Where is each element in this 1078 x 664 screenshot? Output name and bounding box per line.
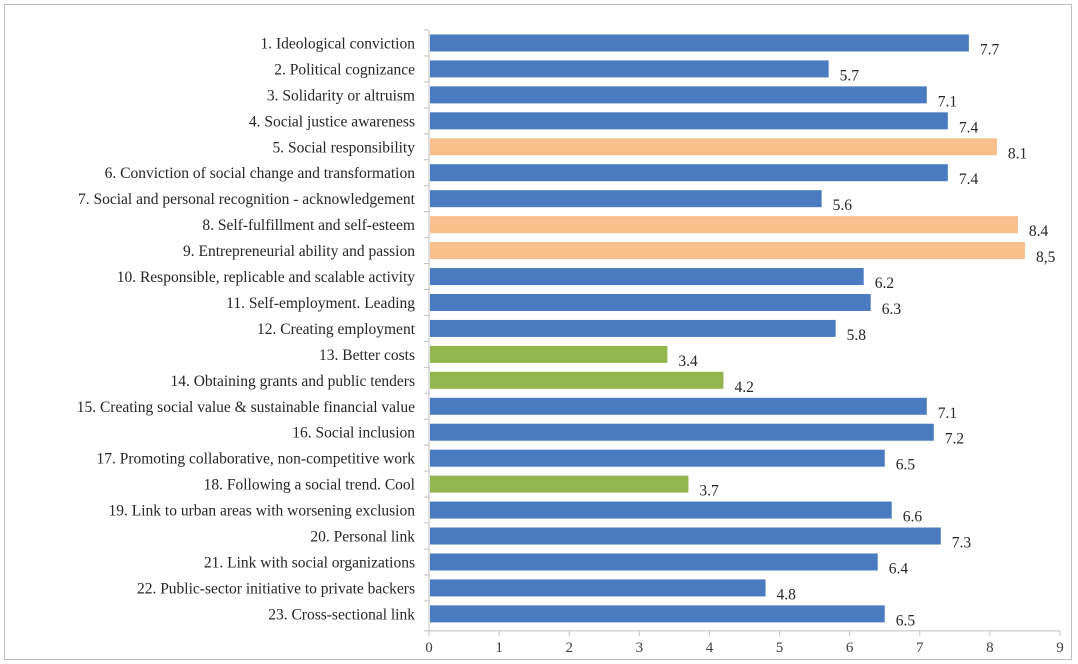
data-label: 6.4 [889, 560, 909, 577]
category-label: 14. Obtaining grants and public tenders [170, 373, 415, 390]
data-label: 7.1 [938, 405, 957, 422]
bar [430, 527, 941, 545]
category-label: 4. Social justice awareness [249, 113, 415, 130]
bar [430, 319, 836, 337]
data-label: 3.4 [678, 353, 698, 370]
category-label: 9. Entrepreneurial ability and passion [183, 243, 415, 260]
data-label: 4.2 [734, 379, 753, 396]
data-label: 6.6 [903, 509, 923, 526]
category-label: 18. Following a social trend. Cool [204, 477, 415, 494]
data-label: 6.3 [882, 301, 902, 318]
data-label: 7.1 [938, 93, 957, 110]
x-tick-label: 4 [706, 640, 714, 656]
bar [430, 112, 948, 130]
x-tick-label: 5 [776, 640, 784, 656]
data-label: 8.4 [1029, 223, 1049, 240]
data-label: 7.7 [980, 41, 1000, 58]
x-tick-label: 8 [986, 640, 994, 656]
data-label: 7.4 [959, 119, 979, 136]
category-label: 1. Ideological conviction [260, 35, 415, 52]
bar [430, 190, 822, 208]
bar [430, 138, 997, 156]
category-label: 6. Conviction of social change and trans… [105, 165, 416, 182]
bar [430, 423, 934, 441]
category-label: 19. Link to urban areas with worsening e… [109, 503, 416, 520]
x-tick-label: 0 [425, 640, 433, 656]
bar [430, 242, 1025, 260]
data-label: 6.5 [896, 457, 916, 474]
data-label: 8,5 [1036, 249, 1056, 266]
bar [430, 293, 871, 311]
category-label: 2. Political cognizance [274, 61, 415, 78]
bar [430, 34, 969, 52]
data-label: 4.8 [777, 586, 797, 603]
bar [430, 475, 689, 493]
x-tick-label: 9 [1056, 640, 1064, 656]
category-label: 17. Promoting collaborative, non-competi… [96, 451, 415, 468]
category-label: 7. Social and personal recognition - ack… [78, 191, 416, 208]
x-tick-label: 6 [846, 640, 854, 656]
bar [430, 345, 668, 363]
data-label: 7.2 [945, 431, 964, 448]
x-tick-label: 2 [565, 640, 573, 656]
data-label: 8.1 [1008, 145, 1027, 162]
data-label: 5.6 [833, 197, 853, 214]
x-tick-label: 1 [495, 640, 503, 656]
x-tick-label: 7 [916, 640, 924, 656]
data-label: 6.5 [896, 612, 916, 629]
data-label: 6.2 [875, 275, 894, 292]
data-label: 5.7 [840, 67, 860, 84]
bar [430, 553, 878, 571]
data-label: 7.3 [952, 535, 972, 552]
category-label: 21. Link with social organizations [204, 554, 415, 571]
category-label: 10. Responsible, replicable and scalable… [117, 269, 416, 286]
bar [430, 164, 948, 182]
bar [430, 501, 892, 519]
bar [430, 60, 829, 78]
category-label: 8. Self-fulfillment and self-esteem [202, 217, 415, 234]
category-label: 22. Public-sector initiative to private … [137, 580, 415, 597]
category-label: 5. Social responsibility [272, 139, 415, 156]
bar [430, 605, 885, 623]
data-label: 7.4 [959, 171, 979, 188]
category-label: 11. Self-employment. Leading [226, 295, 415, 312]
data-label: 3.7 [699, 483, 719, 500]
bar [430, 86, 927, 104]
bar [430, 216, 1018, 234]
category-label: 12. Creating employment [257, 321, 416, 338]
category-label: 15. Creating social value & sustainable … [77, 399, 415, 416]
category-label: 13. Better costs [319, 347, 415, 364]
bar [430, 397, 927, 415]
bar [430, 371, 724, 389]
bar [430, 268, 864, 286]
category-label: 23. Cross-sectional link [268, 606, 415, 623]
category-label: 3. Solidarity or altruism [267, 87, 415, 104]
x-tick-label: 3 [636, 640, 644, 656]
data-label: 5.8 [847, 327, 867, 344]
bar [430, 579, 766, 597]
category-label: 16. Social inclusion [292, 425, 415, 442]
category-label: 20. Personal link [310, 529, 415, 546]
bar [430, 449, 885, 467]
